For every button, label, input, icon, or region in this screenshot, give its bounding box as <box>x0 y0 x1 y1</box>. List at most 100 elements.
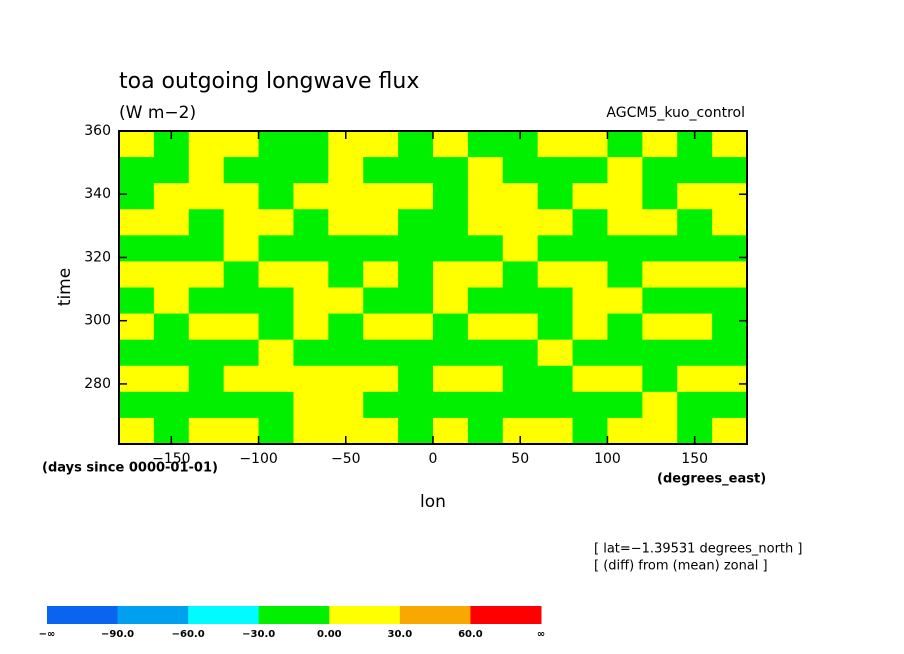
cell <box>223 261 260 288</box>
cell <box>642 365 678 393</box>
cell <box>119 313 155 341</box>
cell <box>293 157 329 184</box>
cell <box>433 235 469 262</box>
cell <box>677 339 713 367</box>
cell <box>467 313 504 341</box>
cell <box>258 365 294 393</box>
cell <box>572 131 608 158</box>
cell <box>258 391 294 419</box>
x-tick-label: −100 <box>239 451 277 467</box>
cell <box>363 183 399 210</box>
y-tick-label: 280 <box>84 376 111 392</box>
cell <box>677 183 713 210</box>
cell <box>188 183 225 210</box>
cell <box>502 287 539 315</box>
cell <box>293 183 329 210</box>
cell <box>537 339 574 367</box>
cell <box>328 391 364 419</box>
cell <box>188 131 225 158</box>
cell <box>467 391 504 419</box>
cell <box>363 157 399 184</box>
cell <box>363 365 399 393</box>
cell <box>572 287 608 315</box>
cell <box>398 157 434 184</box>
cell <box>433 131 469 158</box>
cell <box>258 235 294 262</box>
colorbar-swatch <box>47 606 119 624</box>
cell <box>153 313 190 341</box>
cell <box>712 365 748 393</box>
colorbar-label: −30.0 <box>242 629 275 640</box>
cell <box>677 365 713 393</box>
cell <box>642 417 678 445</box>
cell <box>642 313 678 341</box>
colorbar-label: −60.0 <box>172 629 205 640</box>
cell <box>258 417 294 445</box>
cell <box>258 313 294 341</box>
cell <box>607 365 643 393</box>
cell <box>677 209 713 236</box>
cell <box>607 183 643 210</box>
cell <box>153 183 190 210</box>
y-axis-label: time <box>55 268 75 306</box>
cell <box>433 417 469 445</box>
cell <box>223 339 260 367</box>
cell <box>293 417 329 445</box>
cell <box>258 157 294 184</box>
cell <box>467 209 504 236</box>
y-tick-label: 360 <box>84 123 111 139</box>
cell <box>712 261 748 288</box>
cell <box>712 287 748 315</box>
cell <box>572 235 608 262</box>
cell <box>328 287 364 315</box>
cell <box>433 209 469 236</box>
colorbar-swatch <box>399 606 471 624</box>
cell <box>677 313 713 341</box>
cell <box>119 183 155 210</box>
cell <box>537 183 574 210</box>
cell <box>433 365 469 393</box>
cell <box>119 157 155 184</box>
cell <box>223 235 260 262</box>
cell <box>502 183 539 210</box>
cell <box>223 183 260 210</box>
cell <box>467 183 504 210</box>
cell <box>572 261 608 288</box>
cell <box>607 157 643 184</box>
x-units: (degrees_east) <box>657 472 766 487</box>
colorbar-swatch <box>188 606 260 624</box>
cell <box>572 209 608 236</box>
cell <box>293 261 329 288</box>
cell <box>502 365 539 393</box>
cell <box>363 131 399 158</box>
cell <box>293 365 329 393</box>
cell <box>363 209 399 236</box>
note: [ (diff) from (mean) zonal ] <box>594 559 768 574</box>
cell <box>398 391 434 419</box>
colorbar-swatch <box>258 606 330 624</box>
cell <box>188 313 225 341</box>
cell <box>328 313 364 341</box>
cell <box>293 313 329 341</box>
cell <box>119 261 155 288</box>
cell <box>119 339 155 367</box>
cell <box>258 261 294 288</box>
cell <box>467 131 504 158</box>
x-tick-label: 150 <box>681 451 708 467</box>
cell <box>119 287 155 315</box>
cell <box>433 391 469 419</box>
cell <box>537 235 574 262</box>
cell <box>712 209 748 236</box>
y-tick-label: 340 <box>84 186 111 202</box>
cell <box>188 417 225 445</box>
cell <box>363 417 399 445</box>
cell <box>467 235 504 262</box>
cell <box>607 391 643 419</box>
cell <box>537 209 574 236</box>
cell <box>328 157 364 184</box>
cell <box>119 417 155 445</box>
cell <box>153 391 190 419</box>
cell <box>328 235 364 262</box>
cell <box>223 417 260 445</box>
y-units: (days since 0000-01-01) <box>42 461 218 476</box>
